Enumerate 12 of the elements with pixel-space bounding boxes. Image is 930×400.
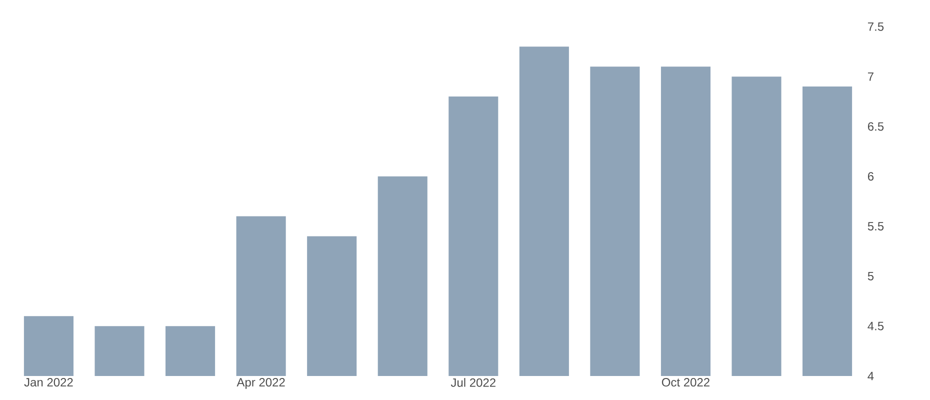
- x-tick-label: Oct 2022: [662, 378, 710, 387]
- y-tick-label: 5: [868, 272, 874, 280]
- x-tick-label: Apr 2022: [236, 378, 285, 389]
- y-tick-label: 7: [868, 72, 874, 81]
- x-tick-label: Jan 2022: [24, 378, 73, 387]
- x-tick-label: Jul 2022: [450, 378, 496, 387]
- y-tick-label: 6: [868, 172, 874, 181]
- y-tick-label: 5.5: [868, 222, 884, 230]
- y-tick-label: 6.5: [868, 122, 884, 131]
- y-tick-label: 7.5: [868, 22, 884, 31]
- y-tick-label: 4.5: [868, 322, 884, 330]
- y-tick-label: 4: [868, 372, 874, 380]
